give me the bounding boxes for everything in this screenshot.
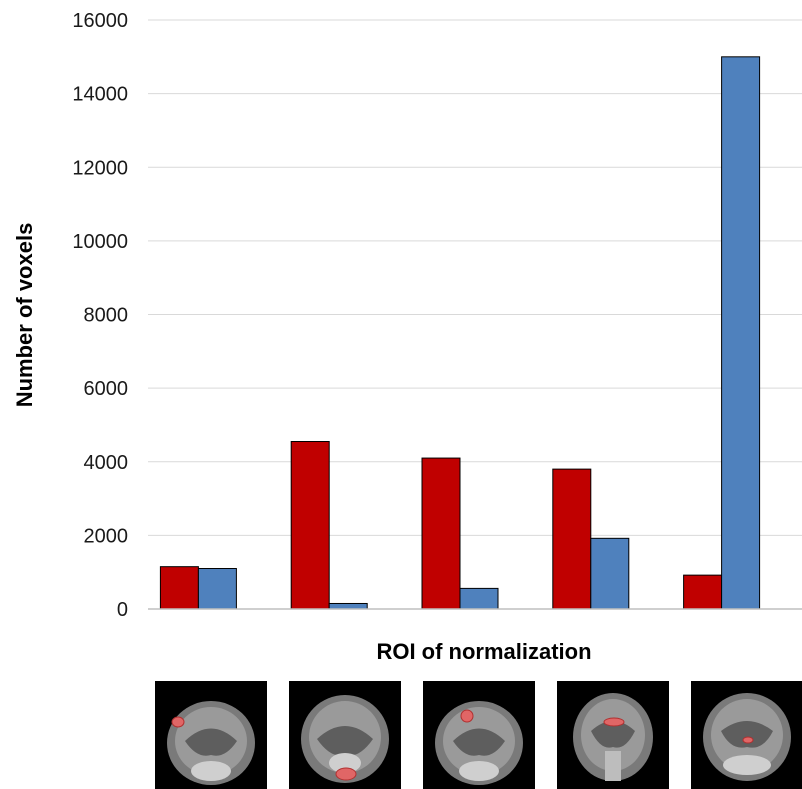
bar-series1-group2	[290, 441, 330, 610]
bar-chart: 0 2000 4000 6000 8000 10000 12000 14000 16000 Nu…	[12, 10, 802, 664]
x-axis-title: ROI of normalization	[376, 639, 591, 664]
bar-series2-group1	[197, 568, 237, 610]
y-axis-title: Number of voxels	[12, 223, 37, 408]
bar-series2-group3	[459, 587, 499, 610]
bar-series1-group1	[159, 566, 199, 610]
y-tick-label: 0	[117, 599, 128, 621]
brain-slice-roi-ventral-icon	[289, 681, 401, 789]
brain-slice-roi-dorsal-left-icon	[423, 681, 535, 789]
y-tick-label: 16000	[72, 10, 128, 32]
bar-series2-group5	[721, 56, 761, 610]
y-tick-label: 10000	[72, 231, 128, 253]
bar-series2-group2	[328, 602, 368, 610]
y-tick-label: 14000	[72, 84, 128, 106]
bar-series1-group5	[683, 574, 723, 610]
y-tick-label: 4000	[84, 452, 129, 474]
bars	[159, 56, 761, 610]
brain-slice-roi-left-cortex-icon	[155, 681, 267, 789]
y-tick-labels: 0 2000 4000 6000 8000 10000 12000 14000 16000	[72, 10, 128, 621]
brain-slice-roi-center-icon	[691, 681, 802, 789]
bar-series1-group3	[421, 457, 461, 610]
y-tick-label: 12000	[72, 157, 128, 179]
gridlines	[148, 19, 802, 536]
bar-series2-group4	[590, 537, 630, 610]
bar-series1-group4	[552, 468, 592, 610]
y-tick-label: 6000	[84, 378, 129, 400]
y-tick-label: 2000	[84, 525, 129, 547]
y-tick-label: 8000	[84, 305, 129, 327]
brain-slice-roi-dorsal-center-icon	[557, 681, 669, 789]
